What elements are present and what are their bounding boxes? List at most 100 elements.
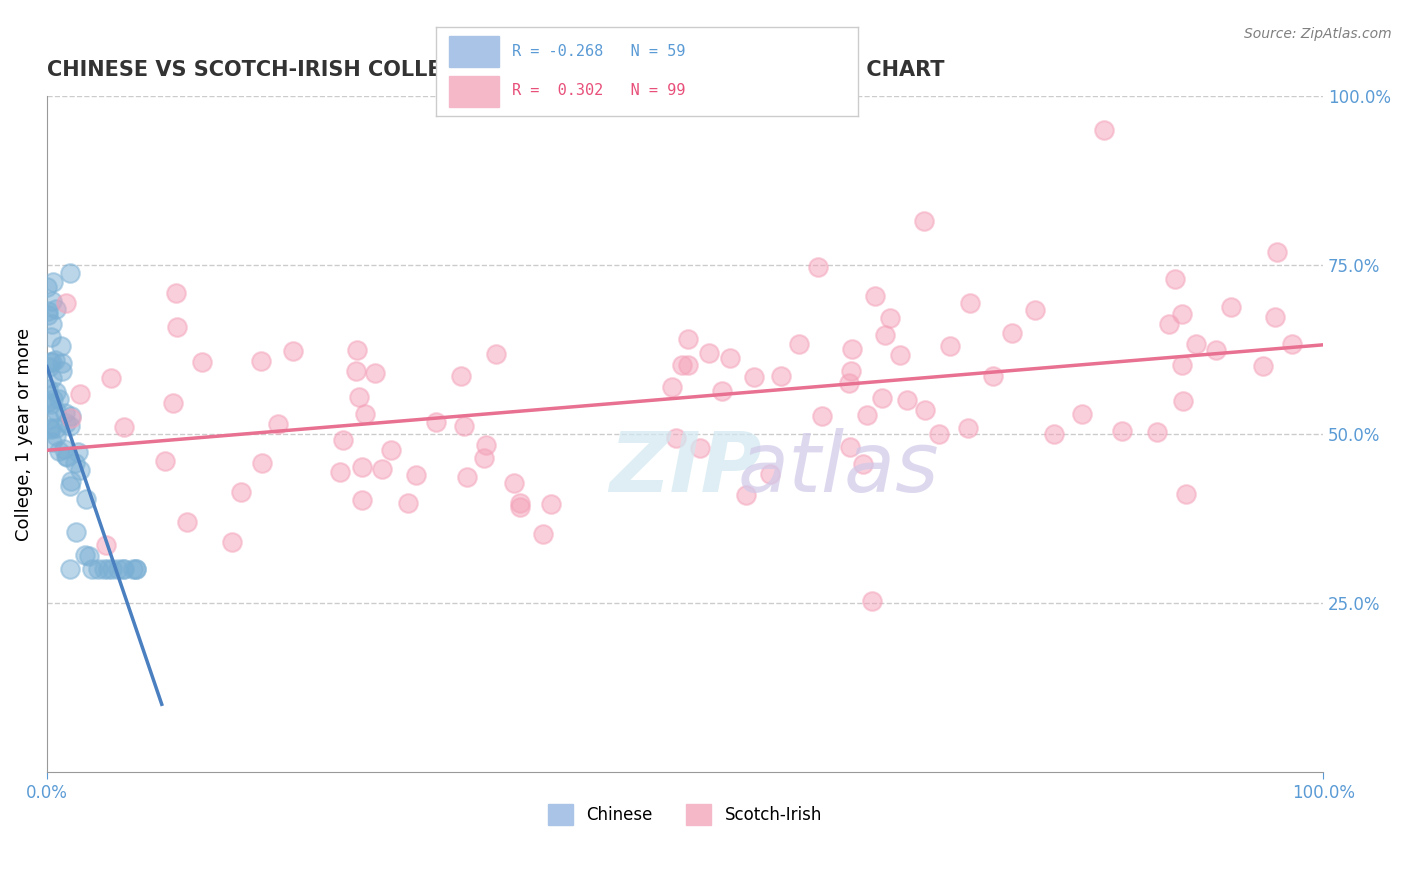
Point xyxy=(863,289,886,303)
Point xyxy=(41,371,63,385)
Point xyxy=(959,295,981,310)
Point xyxy=(896,393,918,408)
Point xyxy=(1281,337,1303,351)
Text: atlas: atlas xyxy=(737,427,939,508)
Point xyxy=(59,479,82,493)
Point xyxy=(981,369,1004,384)
Point xyxy=(839,440,862,454)
Point xyxy=(51,356,73,370)
Point xyxy=(1092,123,1115,137)
Point xyxy=(67,445,90,459)
Point xyxy=(37,303,59,318)
Point xyxy=(162,396,184,410)
Point xyxy=(352,459,374,474)
Point xyxy=(1164,272,1187,286)
Point xyxy=(165,285,187,300)
Point xyxy=(1042,426,1064,441)
Point xyxy=(665,431,688,445)
Point xyxy=(371,462,394,476)
Point xyxy=(69,463,91,477)
Point xyxy=(221,535,243,549)
Point xyxy=(59,475,82,489)
Point xyxy=(671,358,693,372)
Point xyxy=(509,500,531,514)
Point xyxy=(94,538,117,552)
Point xyxy=(281,344,304,359)
Point xyxy=(956,420,979,434)
Point xyxy=(100,371,122,385)
Point xyxy=(39,396,62,410)
Point xyxy=(841,342,863,356)
Point xyxy=(860,594,883,608)
Point xyxy=(60,411,83,425)
Point xyxy=(852,457,875,471)
Point xyxy=(742,369,765,384)
Text: Source: ZipAtlas.com: Source: ZipAtlas.com xyxy=(1244,27,1392,41)
Point xyxy=(811,409,834,423)
Point xyxy=(1159,317,1181,331)
Point xyxy=(1264,310,1286,324)
Point xyxy=(1024,303,1046,318)
Point xyxy=(53,442,76,456)
Point xyxy=(48,392,70,406)
Point xyxy=(56,450,79,464)
Point xyxy=(689,441,711,455)
Point xyxy=(678,332,700,346)
Point xyxy=(475,437,498,451)
Point xyxy=(37,395,59,409)
Point xyxy=(38,359,60,374)
Point xyxy=(59,562,82,576)
Point xyxy=(112,562,135,576)
Point xyxy=(380,442,402,457)
Point xyxy=(1170,358,1192,372)
Point xyxy=(249,354,271,368)
Point xyxy=(1111,424,1133,438)
Point xyxy=(697,345,720,359)
Point xyxy=(807,260,830,274)
Point xyxy=(45,384,67,399)
Point xyxy=(51,339,73,353)
Point xyxy=(60,409,83,424)
Point xyxy=(166,320,188,334)
Point xyxy=(363,367,385,381)
Point xyxy=(472,450,495,465)
Point xyxy=(718,351,741,366)
Point xyxy=(59,419,82,434)
Point xyxy=(425,415,447,429)
Point xyxy=(1146,425,1168,439)
Bar xyxy=(449,76,499,107)
Point xyxy=(346,343,368,357)
Point xyxy=(101,562,124,576)
Point xyxy=(540,498,562,512)
Point xyxy=(48,444,70,458)
Point xyxy=(1174,486,1197,500)
Point xyxy=(531,527,554,541)
Point xyxy=(1171,307,1194,321)
Point xyxy=(939,338,962,352)
Point xyxy=(41,354,63,368)
Point xyxy=(69,386,91,401)
Point xyxy=(838,376,860,390)
Point xyxy=(38,411,60,425)
Point xyxy=(759,467,782,482)
Point xyxy=(37,308,59,322)
Point xyxy=(93,562,115,576)
Point xyxy=(77,549,100,564)
Point xyxy=(870,391,893,405)
Point xyxy=(112,420,135,434)
Point xyxy=(55,416,77,430)
Point xyxy=(1265,245,1288,260)
Point xyxy=(485,347,508,361)
Point xyxy=(1205,343,1227,357)
Point xyxy=(41,318,63,332)
Point xyxy=(1253,359,1275,373)
Point xyxy=(1070,408,1092,422)
Point xyxy=(45,404,67,418)
Point xyxy=(889,348,911,362)
Point xyxy=(75,491,97,506)
Point xyxy=(37,280,59,294)
Point xyxy=(39,422,62,436)
Legend: Chinese, Scotch-Irish: Chinese, Scotch-Irish xyxy=(541,797,828,831)
Point xyxy=(55,296,77,310)
Point xyxy=(879,311,901,326)
